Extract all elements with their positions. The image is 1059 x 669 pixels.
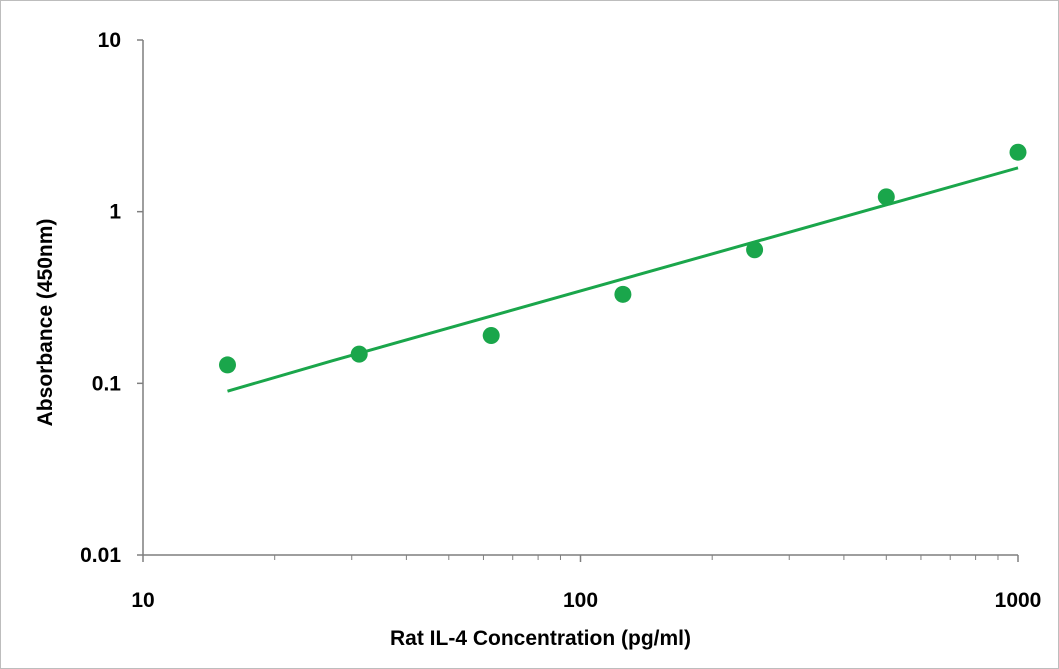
data-point: [614, 285, 632, 303]
y-axis-title: Absorbance (450nm): [34, 219, 57, 427]
y-ticks: 0.01 0.1 1 10: [80, 29, 143, 567]
data-point: [350, 345, 368, 363]
data-point: [877, 188, 895, 206]
y-tick-label: 0.1: [92, 372, 122, 395]
data-point: [218, 356, 236, 374]
y-tick-label: 0.01: [80, 544, 121, 567]
data-point: [746, 241, 764, 259]
data-point: [1009, 143, 1027, 161]
x-minor-ticks: [274, 555, 999, 560]
y-tick-label: 10: [98, 29, 121, 52]
data-point: [482, 326, 500, 344]
data-points: [218, 143, 1027, 374]
x-tick-label: 100: [563, 589, 598, 612]
x-ticks: 10 100 1000: [131, 555, 1041, 612]
x-axis-title: Rat IL-4 Concentration (pg/ml): [390, 627, 691, 650]
x-tick-label: 1000: [995, 589, 1042, 612]
y-tick-label: 1: [109, 201, 121, 224]
fit-line: [227, 166, 1019, 393]
x-tick-label: 10: [131, 589, 154, 612]
